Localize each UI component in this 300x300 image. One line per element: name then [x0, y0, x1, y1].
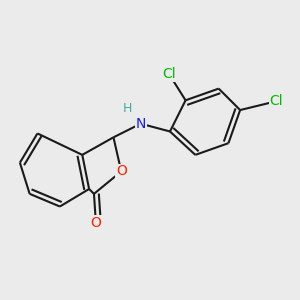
Text: N: N [136, 117, 146, 131]
Text: Cl: Cl [162, 67, 176, 81]
Text: H: H [122, 102, 132, 115]
Text: O: O [91, 216, 101, 230]
Text: O: O [116, 164, 127, 178]
Text: Cl: Cl [269, 94, 283, 108]
